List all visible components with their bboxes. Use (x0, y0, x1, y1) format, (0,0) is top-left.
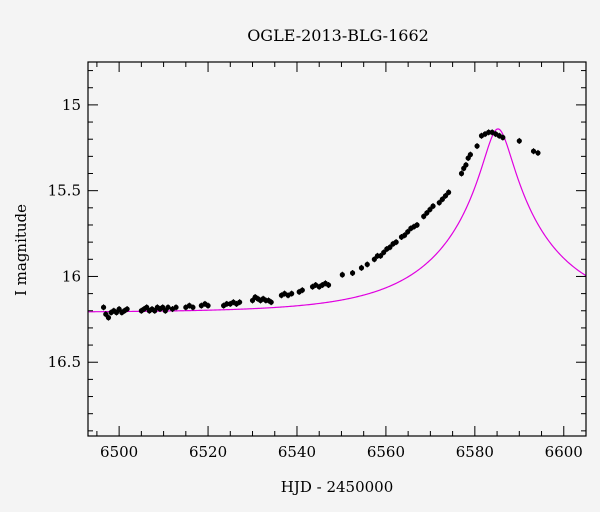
data-point (467, 152, 473, 158)
data-point (535, 150, 541, 156)
data-point (430, 203, 436, 209)
data-point (224, 301, 230, 307)
data-point (486, 129, 492, 135)
data-point (299, 287, 305, 293)
data-point (458, 170, 465, 177)
data-point (381, 249, 387, 256)
axis-ticks: 6500 6520 6540 6560 6580 6600 15 15.5 16 16.5 (48, 62, 587, 461)
data-point (339, 272, 345, 278)
y-tick-label: 16.5 (48, 353, 81, 371)
data-point (165, 304, 171, 310)
x-tick-label: 6580 (456, 443, 494, 461)
y-tick-label: 16 (62, 267, 81, 285)
x-tick-label: 6500 (100, 443, 138, 461)
data-point (530, 148, 537, 154)
data-point (387, 244, 393, 250)
data-point (358, 265, 365, 271)
x-tick-label: 6560 (367, 443, 405, 461)
data-point (446, 189, 452, 195)
y-axis-label: I magnitude (12, 204, 30, 296)
data-point (124, 306, 130, 312)
data-point (371, 256, 377, 262)
y-tick-label: 15.5 (48, 182, 81, 200)
data-point (500, 134, 506, 141)
x-tick-label: 6540 (278, 443, 316, 461)
y-tick-label: 15 (62, 96, 81, 114)
chart-title: OGLE-2013-BLG-1662 (247, 26, 429, 45)
x-tick-label: 6520 (189, 443, 227, 461)
data-point (436, 200, 442, 206)
data-point (205, 303, 211, 309)
data-point (424, 210, 430, 216)
data-point (289, 291, 295, 297)
data-point (105, 315, 112, 321)
x-tick-label: 6600 (545, 443, 583, 461)
data-point (442, 193, 449, 199)
data-point (463, 162, 469, 168)
data-point (100, 304, 107, 310)
data-point (401, 232, 408, 238)
data-point (173, 304, 179, 310)
data-point (516, 138, 522, 144)
data-point (237, 299, 243, 305)
data-point (393, 239, 399, 245)
x-axis-label: HJD - 2450000 (281, 478, 394, 496)
data-point (414, 222, 420, 228)
data-points-layer (100, 129, 541, 321)
data-point (268, 299, 274, 305)
data-point (474, 143, 480, 149)
data-point (364, 261, 370, 268)
data-point (325, 282, 332, 288)
data-point (190, 304, 196, 310)
data-point (349, 270, 356, 276)
data-point (427, 206, 433, 213)
plot-area (88, 128, 586, 321)
data-point (405, 229, 411, 235)
data-point (439, 196, 445, 202)
data-point (421, 213, 427, 219)
plot-frame (87, 61, 587, 437)
data-point (377, 253, 384, 259)
